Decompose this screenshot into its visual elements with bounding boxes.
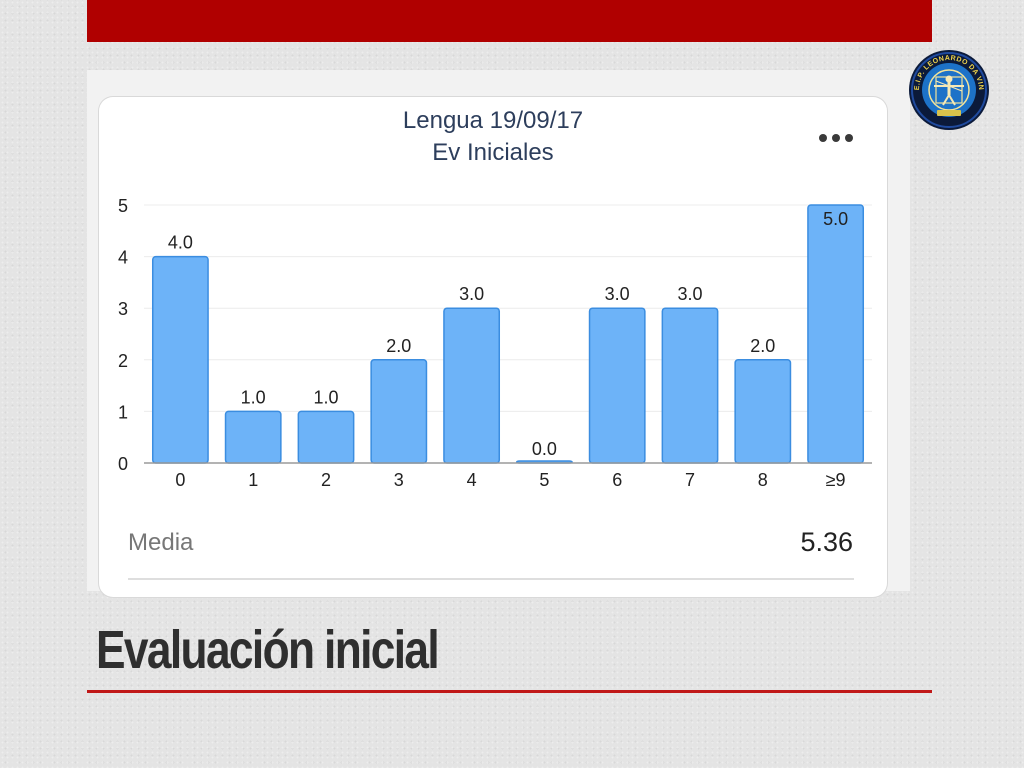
data-label: 1.0 [241, 387, 266, 407]
x-tick-label: 6 [612, 470, 622, 490]
more-dot [845, 134, 853, 142]
x-tick-label: 3 [394, 470, 404, 490]
data-label: 3.0 [605, 284, 630, 304]
y-tick-label: 5 [118, 196, 128, 216]
chart-title: Lengua 19/09/17 [402, 107, 584, 134]
bar [807, 204, 865, 464]
data-label: 0.0 [532, 439, 557, 459]
title-underline [87, 690, 932, 693]
x-tick-label: 7 [685, 470, 695, 490]
x-tick-label: 4 [467, 470, 477, 490]
x-tick-label: 5 [539, 470, 549, 490]
bar [588, 307, 646, 464]
y-tick-label: 2 [118, 351, 128, 371]
y-tick-label: 0 [118, 454, 128, 474]
x-tick-label: 1 [248, 470, 258, 490]
bar [297, 410, 355, 464]
bar [734, 359, 792, 464]
data-label: 3.0 [459, 284, 484, 304]
y-tick-label: 4 [118, 248, 128, 268]
media-label: Media [128, 529, 194, 556]
data-label: 2.0 [386, 336, 411, 356]
bar [151, 255, 209, 464]
header-accent-bar [87, 0, 932, 42]
bar [370, 359, 428, 464]
data-label: 4.0 [168, 233, 193, 253]
bar [443, 307, 501, 464]
more-options-icon[interactable] [819, 133, 853, 143]
y-tick-label: 3 [118, 299, 128, 319]
divider [128, 578, 854, 580]
chart-subtitle: Ev Iniciales [432, 139, 554, 166]
media-value: 5.36 [800, 527, 853, 557]
bar-chart: 0 1 2 3 4 5 4.0 0 1.0 1 1.0 2 2.0 3 3.0 4 0.0 5 3.0 6 3.0 7 2.… [118, 196, 872, 490]
data-label: 2.0 [750, 336, 775, 356]
x-tick-label: 8 [758, 470, 768, 490]
data-label: 1.0 [313, 387, 338, 407]
bar [224, 410, 282, 464]
more-dot [819, 134, 827, 142]
slide-title: Evaluación inicial [96, 620, 440, 680]
school-logo: C.E.I.P. LEONARDO DA VINCI [907, 48, 989, 130]
x-tick-label: 0 [175, 470, 185, 490]
more-dot [832, 134, 840, 142]
bar [661, 307, 719, 464]
x-tick-label: ≥9 [826, 470, 846, 490]
x-tick-label: 2 [321, 470, 331, 490]
data-label: 3.0 [677, 284, 702, 304]
y-tick-label: 1 [118, 402, 128, 422]
data-label: 5.0 [823, 209, 848, 229]
